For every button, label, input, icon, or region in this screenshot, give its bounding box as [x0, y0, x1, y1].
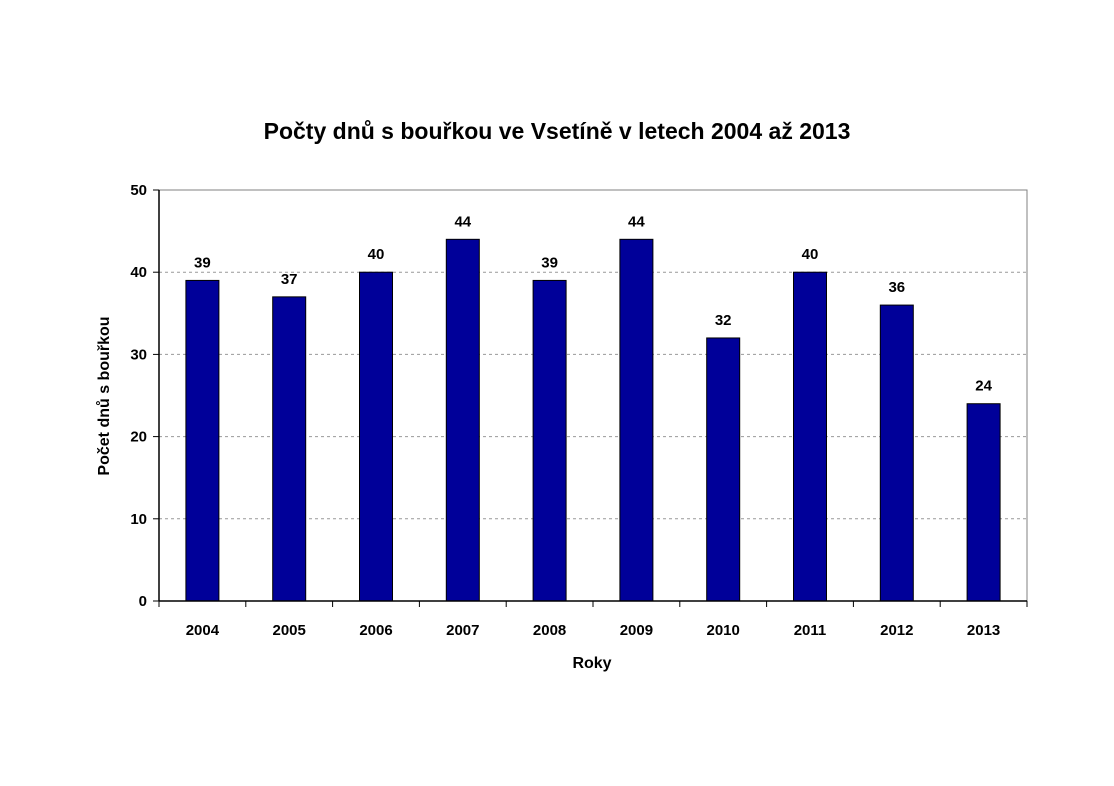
data-label-2009: 44 [628, 213, 645, 230]
y-tick-label: 50 [130, 182, 147, 199]
x-tick-label-2005: 2005 [273, 622, 306, 639]
x-tick-label-2008: 2008 [533, 622, 566, 639]
bar-2011 [793, 271, 827, 602]
data-label-2006: 40 [368, 246, 385, 263]
y-tick-label: 20 [130, 429, 147, 446]
y-tick-label: 0 [139, 593, 147, 610]
data-label-2008: 39 [541, 254, 558, 271]
data-label-2007: 44 [454, 213, 471, 230]
data-label-2005: 37 [281, 271, 298, 288]
x-tick-label-2007: 2007 [446, 622, 479, 639]
bar-2005 [272, 296, 307, 602]
x-axis-title: Roky [572, 655, 611, 672]
data-label-2013: 24 [975, 378, 992, 395]
bar-2006 [359, 271, 393, 602]
x-tick-labels: 2004 2005 2006 2007 2008 2009 2010 2011 2012 2013 [186, 622, 1001, 639]
bars [185, 238, 1001, 602]
x-tick-label-2010: 2010 [707, 622, 740, 639]
x-tick-label-2006: 2006 [359, 622, 392, 639]
bar-2004 [185, 279, 220, 602]
bar-2008 [532, 279, 567, 602]
data-label-2010: 32 [715, 312, 732, 329]
y-tick-labels: 0 10 20 30 40 50 [130, 182, 147, 610]
data-label-2011: 40 [802, 246, 819, 263]
data-label-2012: 36 [888, 279, 905, 296]
x-tick-label-2012: 2012 [880, 622, 913, 639]
bar-2010 [706, 337, 741, 602]
y-tick-label: 40 [130, 264, 147, 281]
x-tick-label-2013: 2013 [967, 622, 1000, 639]
y-axis-title: Počet dnů s bouřkou [96, 316, 113, 475]
bar-2013 [966, 403, 1001, 602]
bar-2007 [445, 238, 480, 602]
data-label-2004: 39 [194, 254, 211, 271]
x-tick-label-2009: 2009 [620, 622, 653, 639]
bar-2009 [619, 238, 654, 602]
x-tick-label-2004: 2004 [186, 622, 220, 639]
bar-2012 [879, 304, 914, 602]
chart-title: Počty dnů s bouřkou ve Vsetíně v letech … [264, 118, 851, 144]
y-tick-label: 10 [130, 511, 147, 528]
x-tick-label-2011: 2011 [794, 622, 827, 639]
axes [153, 189, 1028, 607]
data-labels: 39 37 40 44 39 44 32 40 36 24 [194, 213, 993, 394]
y-tick-label: 30 [130, 346, 147, 363]
